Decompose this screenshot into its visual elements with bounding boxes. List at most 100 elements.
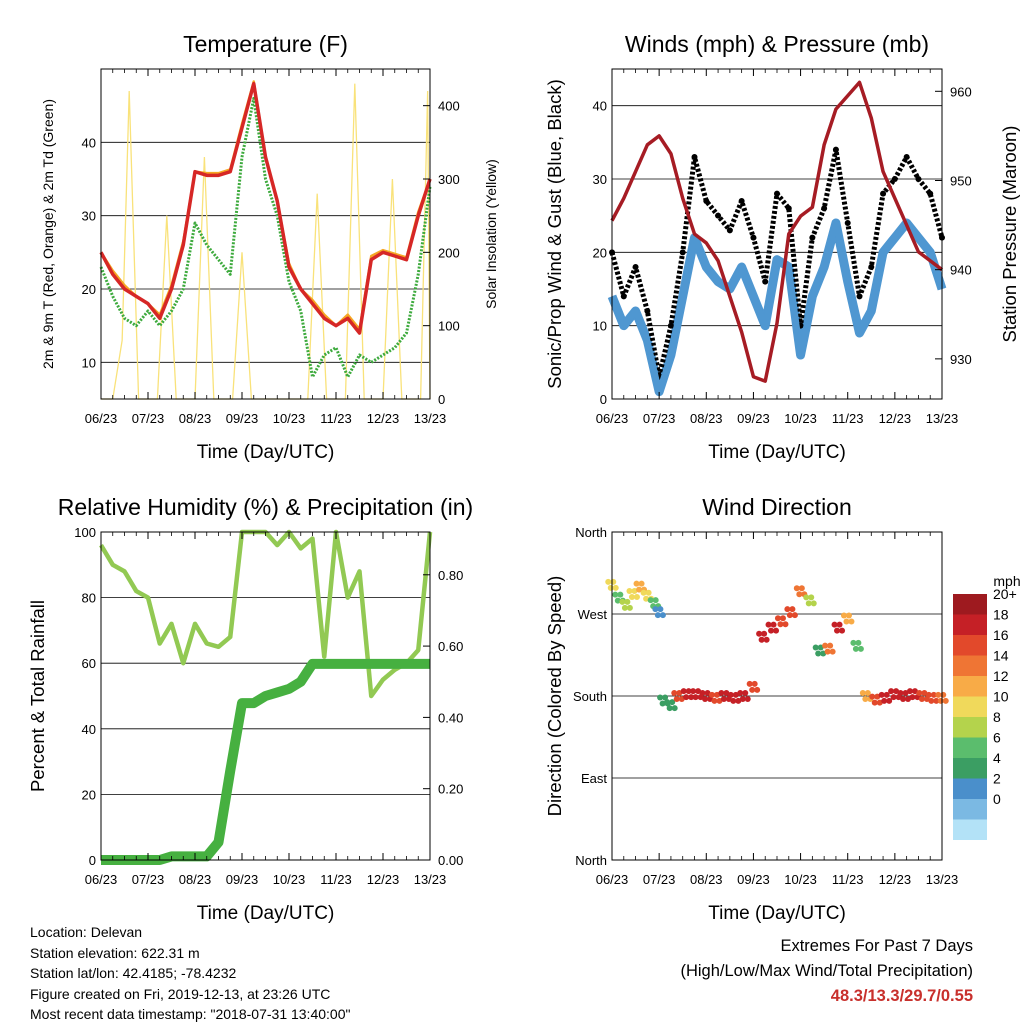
x-tick-label: 11/23	[320, 872, 352, 887]
station-info: Location: Delevan Station elevation: 622…	[30, 922, 350, 1025]
direction-point	[909, 694, 916, 701]
direction-point	[890, 694, 897, 701]
direction-point	[739, 696, 746, 702]
direction-point	[822, 642, 829, 649]
direction-point	[631, 587, 638, 594]
x-tick-label: 12/23	[879, 872, 912, 887]
legend-label: 18	[993, 607, 1009, 623]
legend-swatch	[953, 737, 987, 758]
legend-label: 8	[993, 709, 1001, 725]
direction-point	[638, 580, 645, 587]
direction-point	[925, 691, 932, 698]
direction-point	[810, 600, 817, 607]
y2-tick-label: 200	[438, 245, 460, 260]
direction-point	[779, 615, 786, 622]
y2-tick-label: 960	[950, 84, 972, 99]
created-text: Figure created on Fri, 2019-12-13, at 23…	[30, 985, 331, 1002]
x-tick-label: 13/23	[414, 411, 447, 426]
direction-point	[789, 606, 796, 613]
elevation-text: Station elevation: 622.31 m	[30, 944, 200, 961]
series-solar	[101, 83, 431, 400]
direction-point	[935, 691, 942, 698]
x-tick-label: 06/23	[596, 872, 629, 887]
direction-point	[864, 690, 871, 696]
direction-point	[640, 589, 647, 596]
y-axis-label: 2m & 9m T (Red, Orange) & 2m Td (Green)	[40, 99, 56, 369]
direction-point	[647, 597, 654, 604]
direction-point	[761, 630, 768, 637]
y2-tick-label: 400	[438, 99, 460, 114]
direction-point	[888, 688, 895, 695]
x-tick-label: 07/23	[132, 411, 165, 426]
direction-point	[918, 696, 925, 702]
direction-point	[942, 697, 949, 704]
direction-point	[786, 612, 793, 619]
direction-point	[855, 639, 862, 646]
x-tick-label: 12/23	[367, 872, 400, 887]
direction-point	[881, 697, 888, 704]
x-tick-label: 07/23	[132, 872, 165, 887]
direction-point	[768, 627, 775, 634]
x-tick-label: 10/23	[784, 411, 817, 426]
direction-point	[633, 593, 640, 600]
direction-point	[765, 621, 772, 628]
direction-point	[869, 693, 876, 700]
y-tick-label: 0	[600, 392, 607, 407]
legend-label: 0	[993, 791, 1001, 807]
direction-point	[671, 705, 678, 712]
y-tick-label: 40	[593, 99, 607, 114]
direction-point	[824, 648, 831, 655]
x-tick-label: 10/23	[784, 872, 817, 887]
series-pressure	[610, 80, 944, 383]
direction-point	[773, 627, 780, 634]
direction-point	[834, 627, 841, 634]
direction-point	[690, 688, 697, 695]
y-tick-label: 10	[82, 355, 96, 370]
legend-label: 14	[993, 648, 1009, 664]
legend-title: mph	[993, 573, 1020, 589]
direction-point	[720, 696, 727, 702]
direction-point	[815, 650, 822, 657]
y2-tick-label: 0.00	[438, 853, 463, 868]
x-tick-label: 07/23	[643, 872, 676, 887]
y2-axis-label: Station Pressure (Maroon)	[999, 126, 1020, 343]
recent-timestamp-text: Most recent data timestamp: "2018-07-31 …	[30, 1006, 351, 1022]
direction-point	[850, 639, 857, 646]
x-tick-label: 09/23	[737, 872, 770, 887]
legend-swatch	[953, 614, 987, 635]
x-axis-label: Time (Day/UTC)	[197, 903, 335, 924]
direction-point	[796, 591, 803, 598]
direction-point	[680, 688, 687, 695]
direction-point	[742, 690, 749, 696]
x-tick-label: 11/23	[832, 872, 864, 887]
y2-tick-label: 0.80	[438, 568, 463, 583]
direction-point	[657, 694, 664, 701]
direction-point	[711, 697, 718, 704]
direction-point	[659, 612, 666, 619]
y2-axis-label: Solar Insolation (Yellow)	[483, 159, 499, 309]
x-tick-label: 08/23	[179, 411, 212, 426]
x-tick-label: 13/23	[926, 872, 959, 887]
direction-point	[685, 688, 692, 695]
legend-label: 2	[993, 771, 1001, 787]
direction-point	[871, 699, 878, 706]
direction-point	[683, 694, 690, 701]
direction-point	[829, 648, 836, 655]
y2-tick-label: 0	[438, 392, 445, 407]
legend-label: 12	[993, 668, 1009, 684]
legend-swatch	[953, 635, 987, 656]
y-tick-label: 20	[82, 282, 96, 297]
direction-point	[612, 584, 619, 591]
direction-point	[845, 612, 852, 619]
chart-title: Wind Direction	[702, 494, 852, 520]
y2-tick-label: 940	[950, 263, 972, 278]
series-wind-top	[609, 220, 945, 395]
direction-point	[643, 595, 650, 602]
direction-point	[859, 690, 866, 696]
series-temp_9m	[99, 80, 432, 331]
y-tick-label: 10	[593, 319, 607, 334]
legend-label: 16	[993, 627, 1009, 643]
direction-point	[652, 606, 659, 613]
direction-point	[754, 686, 761, 693]
x-tick-label: 13/23	[414, 872, 447, 887]
